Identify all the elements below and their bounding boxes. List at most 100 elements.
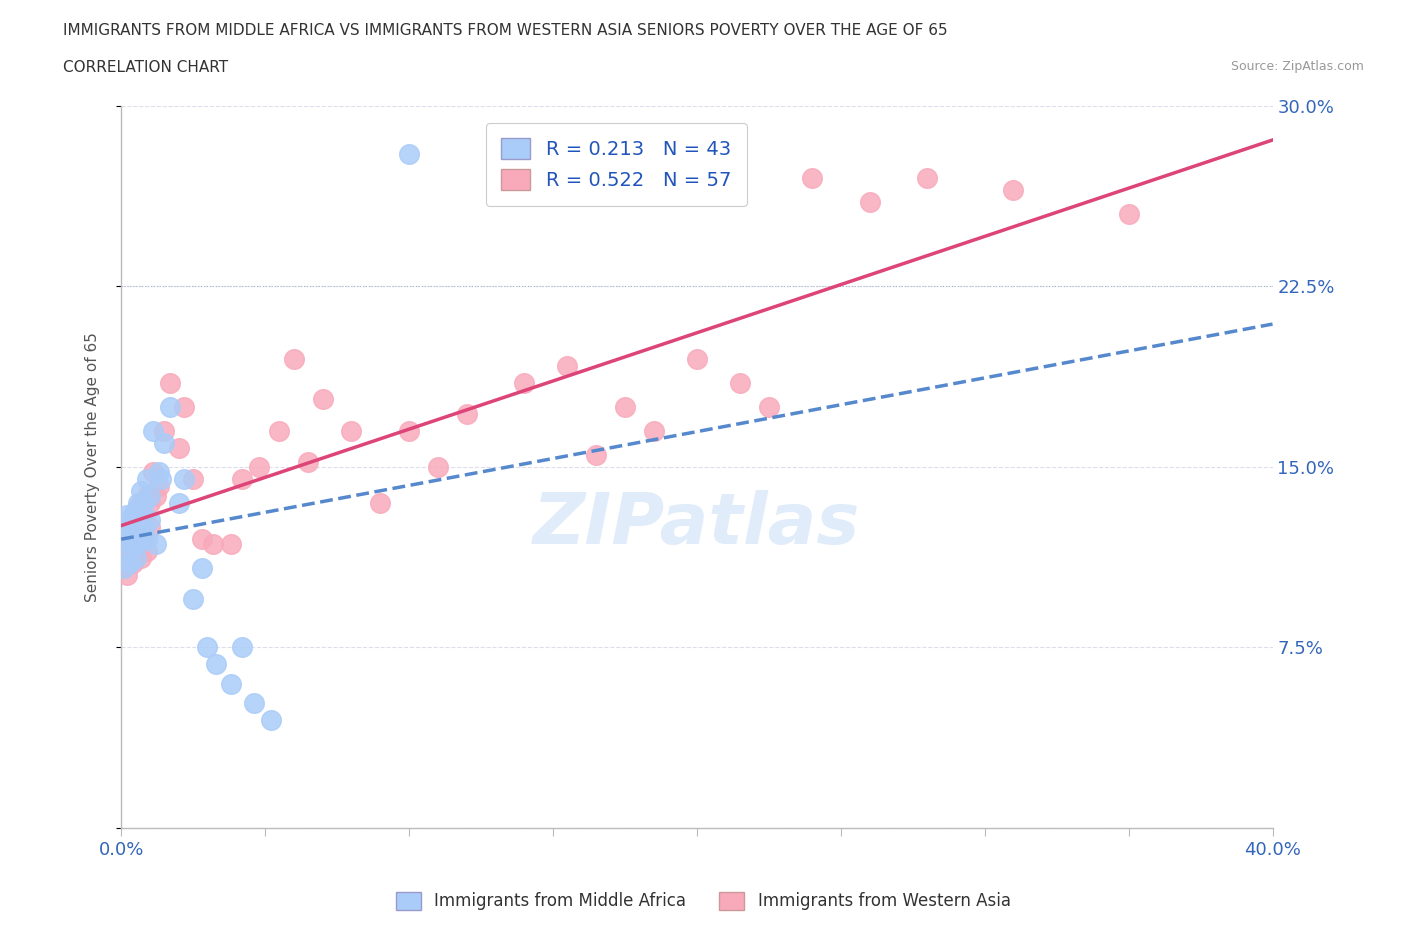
Y-axis label: Seniors Poverty Over the Age of 65: Seniors Poverty Over the Age of 65: [86, 332, 100, 602]
Point: [148, 479, 170, 494]
Point: [585, 447, 607, 462]
Point: [150, 472, 173, 486]
Point: [190, 561, 212, 576]
Point: [398, 146, 420, 161]
Point: [153, 435, 176, 450]
Point: [127, 512, 149, 527]
Point: [181, 591, 204, 606]
Point: [167, 496, 190, 511]
Point: [643, 423, 665, 438]
Point: [124, 526, 146, 541]
Point: [231, 640, 253, 655]
Point: [153, 423, 176, 438]
Point: [139, 520, 162, 535]
Point: [1002, 182, 1025, 197]
Point: [247, 459, 270, 474]
Point: [311, 392, 333, 407]
Point: [129, 532, 152, 547]
Point: [127, 537, 149, 551]
Legend: R = 0.213   N = 43, R = 0.522   N = 57: R = 0.213 N = 43, R = 0.522 N = 57: [485, 123, 747, 206]
Point: [613, 399, 636, 414]
Text: ZIPatlas: ZIPatlas: [533, 490, 860, 559]
Point: [118, 512, 141, 527]
Text: Source: ZipAtlas.com: Source: ZipAtlas.com: [1230, 60, 1364, 73]
Point: [145, 537, 167, 551]
Point: [124, 551, 146, 565]
Point: [121, 537, 143, 551]
Point: [242, 696, 264, 711]
Point: [121, 556, 143, 571]
Point: [121, 526, 143, 541]
Point: [142, 464, 165, 479]
Point: [136, 472, 159, 486]
Point: [728, 375, 751, 390]
Point: [197, 640, 219, 655]
Point: [915, 170, 938, 185]
Point: [124, 520, 146, 535]
Point: [136, 488, 159, 503]
Point: [148, 464, 170, 479]
Point: [173, 399, 195, 414]
Point: [121, 520, 143, 535]
Point: [219, 537, 242, 551]
Point: [173, 472, 195, 486]
Point: [231, 472, 253, 486]
Point: [340, 423, 363, 438]
Point: [139, 488, 162, 503]
Point: [202, 537, 225, 551]
Point: [134, 496, 156, 511]
Point: [858, 194, 880, 209]
Legend: Immigrants from Middle Africa, Immigrants from Western Asia: Immigrants from Middle Africa, Immigrant…: [389, 885, 1017, 917]
Point: [145, 488, 167, 503]
Point: [297, 455, 319, 470]
Point: [513, 375, 536, 390]
Point: [129, 551, 152, 565]
Point: [118, 532, 141, 547]
Point: [118, 556, 141, 571]
Point: [159, 375, 181, 390]
Point: [159, 399, 181, 414]
Point: [112, 561, 135, 576]
Point: [555, 358, 578, 373]
Point: [118, 551, 141, 565]
Point: [190, 532, 212, 547]
Point: [205, 657, 228, 671]
Point: [115, 567, 138, 582]
Point: [127, 512, 149, 527]
Point: [426, 459, 449, 474]
Point: [139, 496, 162, 511]
Point: [112, 561, 135, 576]
Point: [1118, 206, 1140, 221]
Point: [269, 423, 291, 438]
Point: [124, 503, 146, 518]
Point: [134, 508, 156, 523]
Point: [136, 544, 159, 559]
Point: [801, 170, 824, 185]
Text: CORRELATION CHART: CORRELATION CHART: [63, 60, 228, 75]
Point: [219, 676, 242, 691]
Point: [127, 537, 149, 551]
Point: [121, 508, 143, 523]
Point: [124, 503, 146, 518]
Point: [398, 423, 420, 438]
Point: [758, 399, 780, 414]
Point: [260, 712, 283, 727]
Point: [136, 532, 159, 547]
Point: [129, 508, 152, 523]
Point: [134, 532, 156, 547]
Point: [129, 484, 152, 498]
Point: [124, 544, 146, 559]
Point: [134, 520, 156, 535]
Point: [456, 406, 478, 421]
Point: [283, 351, 305, 365]
Point: [127, 496, 149, 511]
Point: [686, 351, 709, 365]
Text: IMMIGRANTS FROM MIDDLE AFRICA VS IMMIGRANTS FROM WESTERN ASIA SENIORS POVERTY OV: IMMIGRANTS FROM MIDDLE AFRICA VS IMMIGRA…: [63, 23, 948, 38]
Point: [115, 520, 138, 535]
Point: [118, 537, 141, 551]
Point: [142, 423, 165, 438]
Point: [167, 440, 190, 455]
Point: [181, 472, 204, 486]
Point: [129, 496, 152, 511]
Point: [115, 544, 138, 559]
